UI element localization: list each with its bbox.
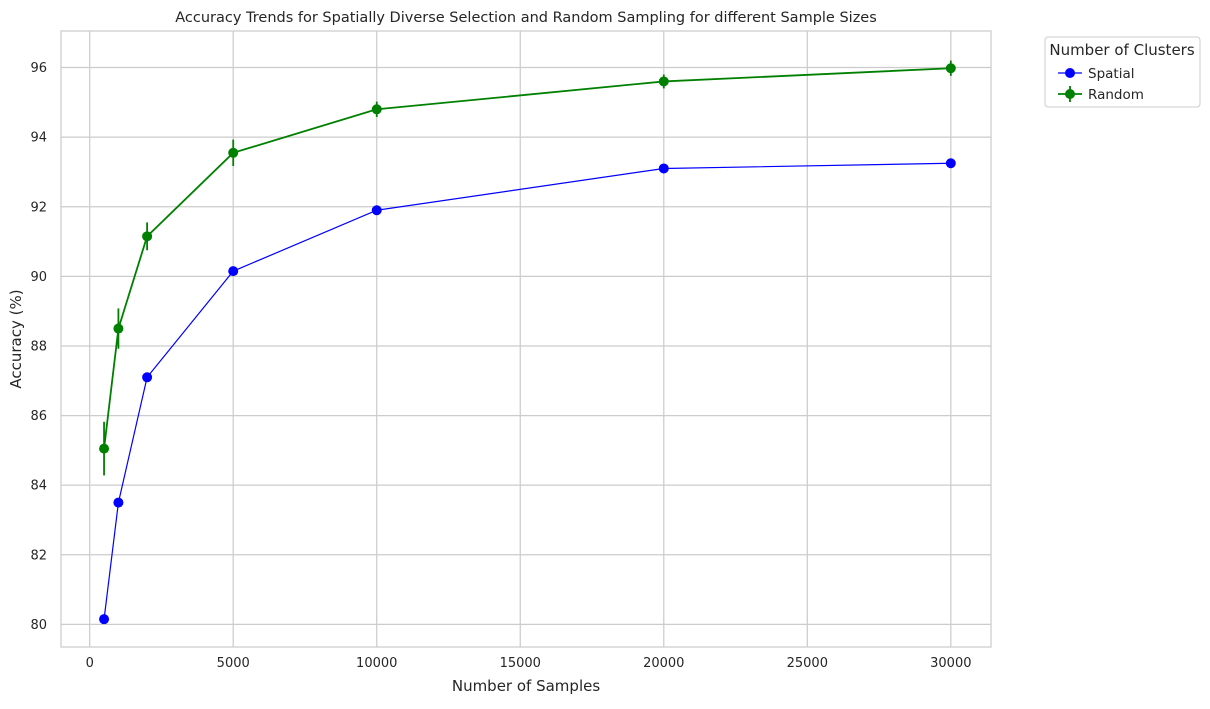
y-tick-label: 88 [30, 339, 47, 354]
y-tick-label: 92 [30, 200, 47, 215]
data-point-spatial [658, 163, 669, 174]
y-tick-label: 90 [30, 270, 47, 285]
plot-area [61, 31, 991, 647]
data-point-spatial [945, 158, 956, 169]
legend-box [1044, 36, 1201, 108]
chart-title: Accuracy Trends for Spatially Diverse Se… [175, 10, 877, 26]
data-point-random [113, 323, 124, 334]
legend-marker-spatial [1065, 68, 1075, 78]
y-tick-label: 84 [30, 479, 47, 494]
y-tick-label: 86 [30, 409, 47, 424]
legend-title: Number of Clusters [1049, 41, 1194, 59]
legend-label-random: Random [1088, 87, 1144, 103]
data-point-random [945, 63, 956, 74]
x-tick-label: 20000 [643, 656, 684, 671]
legend: Number of Clusters Spatial Random [1044, 36, 1201, 108]
data-point-random [658, 76, 669, 87]
legend-marker-random [1065, 89, 1075, 99]
y-tick-label: 80 [30, 618, 47, 633]
y-ticks: 80 82 84 86 88 90 92 94 96 [30, 61, 47, 633]
x-tick-label: 10000 [356, 656, 397, 671]
series-spatial [99, 158, 956, 625]
data-point-random [142, 231, 153, 242]
x-ticks: 0 5000 10000 15000 20000 25000 30000 [86, 656, 972, 671]
grid [61, 31, 991, 647]
data-point-spatial [99, 614, 110, 625]
data-point-spatial [142, 372, 153, 383]
series-random [99, 60, 956, 476]
y-axis-label: Accuracy (%) [7, 289, 25, 388]
series-layer [99, 60, 956, 625]
x-tick-label: 5000 [217, 656, 250, 671]
data-point-spatial [371, 205, 382, 216]
x-tick-label: 0 [86, 656, 94, 671]
y-tick-label: 82 [30, 548, 47, 563]
y-tick-label: 94 [30, 131, 47, 146]
x-axis-label: Number of Samples [452, 677, 600, 695]
data-point-spatial [113, 497, 124, 508]
legend-label-spatial: Spatial [1088, 66, 1134, 82]
plot-frame [60, 30, 992, 648]
legend-item-spatial: Spatial [1058, 66, 1134, 82]
data-point-random [228, 147, 239, 158]
y-tick-label: 96 [30, 61, 47, 76]
data-point-random [99, 443, 110, 454]
data-point-spatial [228, 266, 239, 277]
data-point-random [371, 104, 382, 115]
x-tick-label: 25000 [787, 656, 828, 671]
x-tick-label: 30000 [930, 656, 971, 671]
legend-item-random: Random [1058, 86, 1144, 103]
x-tick-label: 15000 [500, 656, 541, 671]
